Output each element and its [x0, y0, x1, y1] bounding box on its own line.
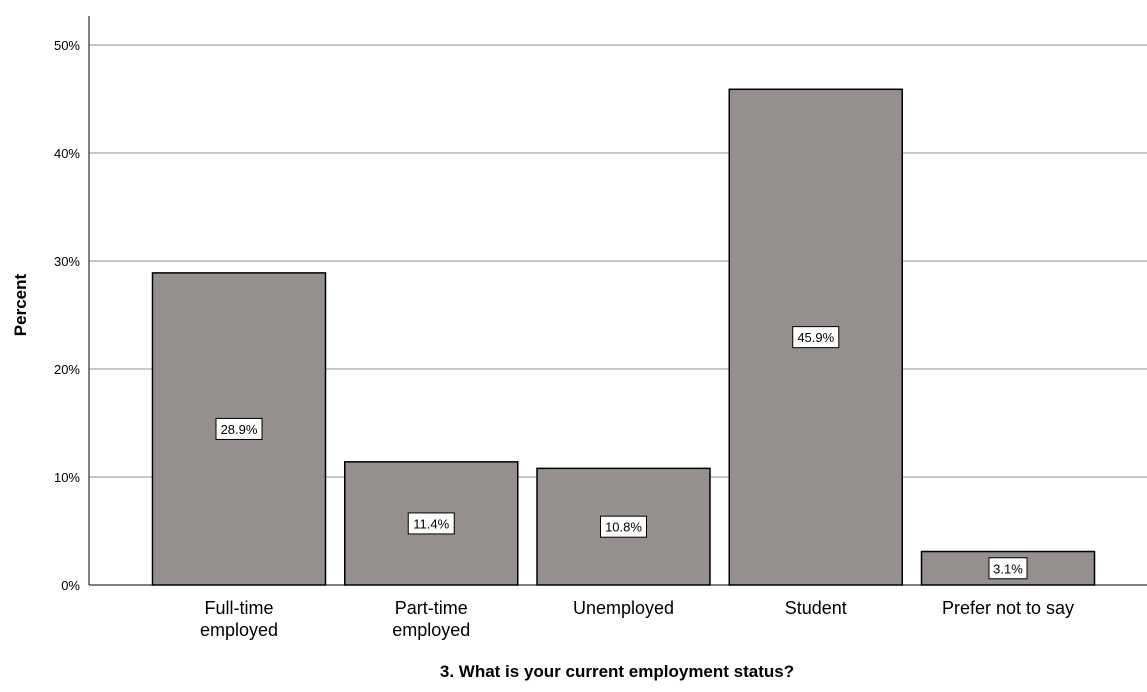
y-tick-label: 10%: [54, 470, 80, 485]
x-tick-label: Student: [785, 598, 847, 618]
x-tick-label: employed: [200, 620, 278, 640]
x-tick-label: Prefer not to say: [942, 598, 1074, 618]
x-tick-labels: Full-timeemployedPart-timeemployedUnempl…: [200, 598, 1074, 640]
data-labels: 28.9% 11.4% 10.8% 45.9% 3.1%: [215, 326, 1028, 580]
data-label-box: [600, 515, 647, 538]
axes: [88, 16, 1147, 586]
data-label-box: [215, 417, 263, 440]
x-tick-label: Unemployed: [573, 598, 674, 618]
data-label: 45.9%: [797, 330, 834, 345]
y-tick-label: 20%: [54, 362, 80, 377]
bars: [151, 88, 1096, 586]
x-tick-label: Full-time: [204, 598, 273, 618]
data-label-box: [407, 512, 455, 535]
y-tick-label: 50%: [54, 38, 80, 53]
y-tick-label: 0%: [61, 578, 80, 593]
data-label: 28.9%: [221, 422, 258, 437]
y-tick-label: 30%: [54, 254, 80, 269]
data-label: 11.4%: [413, 516, 449, 531]
data-label-box: [792, 326, 840, 349]
data-label-box: [988, 557, 1028, 580]
data-label: 10.8%: [605, 520, 642, 535]
x-axis-label: 3. What is your current employment statu…: [440, 662, 794, 681]
x-tick-label: employed: [392, 620, 470, 640]
y-tick-label: 40%: [54, 146, 80, 161]
y-tick-labels: 0% 10% 20% 30% 40% 50%: [54, 38, 80, 593]
data-label: 3.1%: [993, 561, 1023, 576]
y-axis-label: Percent: [11, 273, 30, 336]
x-tick-label: Part-time: [395, 598, 468, 618]
